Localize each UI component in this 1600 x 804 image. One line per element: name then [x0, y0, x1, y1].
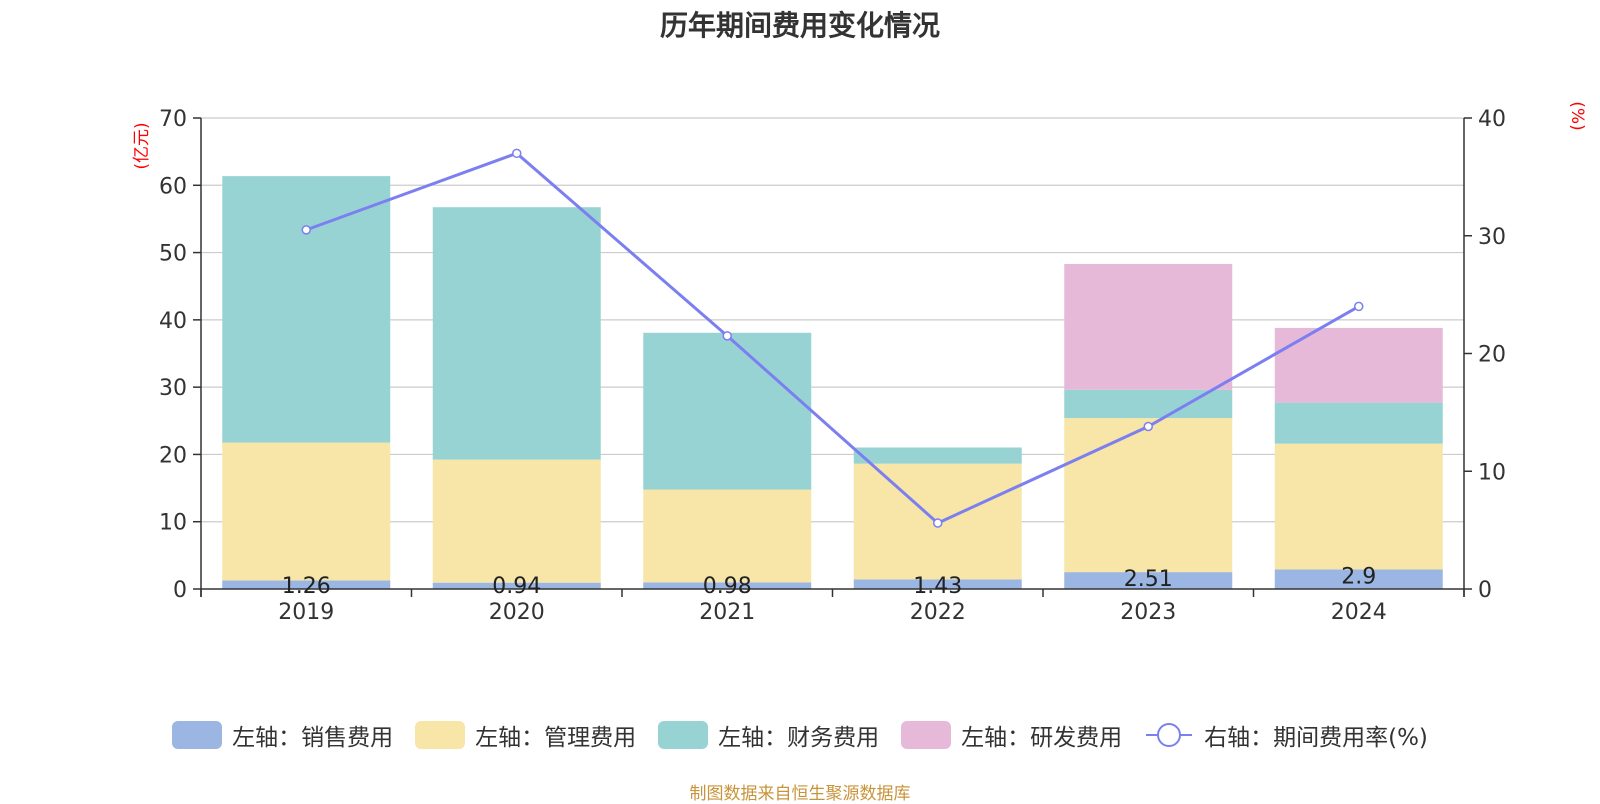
right-axis-tick-label: 20: [1478, 343, 1506, 368]
line-point: [1143, 421, 1153, 432]
chart-legend: 左轴：销售费用 左轴：管理费用 左轴：财务费用 左轴：研发费用 右轴：期间费用率…: [0, 718, 1600, 752]
left-axis-tick-label: 20: [159, 443, 187, 468]
line-point: [722, 331, 732, 341]
bar-2019-series-0: [222, 580, 391, 589]
chart-plot: 0 10 20 30 40 50 60 70 0 10 20 30 40 (亿元) (%) 2019 2020 2…: [132, 101, 1587, 625]
bar-2024-series-3: [1274, 327, 1443, 403]
right-axis-tick-label: 40: [1478, 107, 1506, 132]
legend-label-sales: 左轴：销售费用: [232, 725, 394, 751]
legend-label-admin: 左轴：管理费用: [475, 725, 637, 751]
bar-2020-series-0: [432, 582, 601, 589]
x-axis-tick-label: 2019: [278, 600, 334, 625]
bar-value-label: 2.9: [1341, 564, 1376, 589]
bar-value-label: 1.43: [913, 574, 962, 599]
bar-2024-series-0: [1274, 569, 1443, 589]
legend-label-rnd: 左轴：研发费用: [961, 725, 1123, 751]
left-axis-unit: (亿元): [132, 122, 152, 169]
legend-label-rate: 右轴：期间费用率(%): [1204, 725, 1428, 751]
line-point: [301, 225, 311, 235]
bar-2024-series-1: [1274, 443, 1443, 570]
bar-2023-series-1: [1064, 418, 1233, 573]
bar-2021-series-0: [643, 582, 812, 589]
line-series-rate: [305, 151, 1360, 525]
left-axis-tick-label: 30: [159, 376, 187, 401]
legend-item-rnd[interactable]: 左轴：研发费用: [901, 718, 1122, 752]
left-axis-tick-label: 40: [159, 309, 187, 334]
x-axis-tick-label: 2021: [699, 600, 755, 625]
data-source-note: 制图数据来自恒生聚源数据库: [689, 784, 911, 804]
right-axis-tick-label: 30: [1478, 225, 1506, 250]
bar-2021-series-2: [643, 332, 812, 490]
line-point: [512, 148, 522, 159]
left-axis-tick-label: 0: [173, 578, 187, 603]
bar-value-label: 2.51: [1124, 567, 1173, 592]
bar-2020-series-1: [432, 459, 601, 583]
left-axis-tick-label: 50: [159, 242, 187, 267]
line-point: [933, 518, 943, 528]
legend-label-finance: 左轴：财务费用: [718, 725, 880, 751]
bar-value-label: 0.98: [703, 574, 752, 599]
right-axis-tick-label: 10: [1478, 460, 1506, 485]
x-axis-tick-label: 2023: [1120, 600, 1176, 625]
legend-swatch-admin: [415, 721, 466, 749]
left-axis-tick-label: 10: [159, 511, 187, 536]
bar-2019-series-2: [222, 176, 391, 443]
bar-2023-series-0: [1064, 572, 1233, 589]
bar-2024-series-2: [1274, 402, 1443, 444]
bar-value-label: 1.26: [282, 574, 331, 599]
legend-item-admin[interactable]: 左轴：管理费用: [415, 718, 636, 752]
x-axis-tick-label: 2024: [1331, 600, 1387, 625]
bar-2023-series-3: [1064, 263, 1233, 390]
legend-item-rate[interactable]: 右轴：期间费用率(%): [1144, 718, 1428, 752]
bar-2022-series-0: [853, 579, 1022, 589]
x-axis-tick-label: 2022: [910, 600, 966, 625]
left-axis-tick-label: 70: [159, 107, 187, 132]
bar-2020-series-2: [432, 207, 601, 460]
legend-swatch-sales: [172, 721, 223, 749]
legend-swatch-finance: [658, 721, 709, 749]
bar-2019-series-1: [222, 442, 391, 581]
legend-item-sales[interactable]: 左轴：销售费用: [172, 718, 393, 752]
right-axis-unit: (%): [1567, 101, 1587, 130]
x-axis-tick-label: 2020: [489, 600, 545, 625]
bar-2022-series-2: [853, 447, 1022, 464]
legend-line-marker-icon: [1146, 723, 1193, 747]
legend-swatch-rnd: [901, 721, 952, 749]
left-axis-tick-label: 60: [159, 174, 187, 199]
line-point: [1354, 301, 1364, 312]
right-axis-tick-label: 0: [1478, 578, 1492, 603]
chart-title: 历年期间费用变化情况: [659, 9, 940, 42]
bar-2021-series-1: [643, 489, 812, 583]
bar-value-label: 0.94: [492, 574, 541, 599]
legend-item-finance[interactable]: 左轴：财务费用: [658, 718, 879, 752]
